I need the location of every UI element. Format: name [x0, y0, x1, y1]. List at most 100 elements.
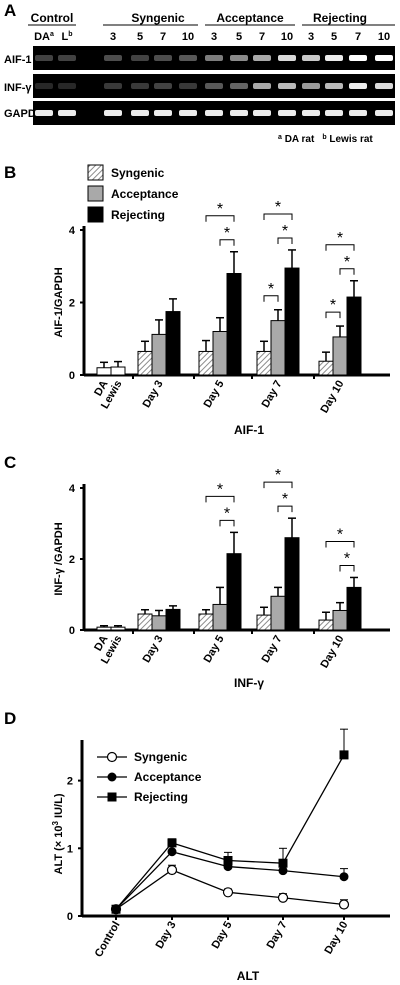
bar-control-da	[96, 626, 112, 631]
gel-band-inf-5	[154, 83, 172, 89]
gel-footnote: a DA rat b Lewis rat	[278, 134, 373, 145]
x-axis-label: ALT	[237, 969, 260, 983]
x-tick-label-day-3: Day 3	[154, 920, 179, 951]
legend-marker-acceptance	[107, 772, 117, 782]
gel-band-gapdh-13	[349, 110, 367, 116]
y-axis-label-part-4: IU/L)	[53, 793, 65, 821]
gel-band-gapdh-4	[131, 110, 149, 116]
gel-row-label-infg: INF-γ	[4, 82, 32, 94]
gel-band-aif-1-1	[35, 55, 53, 61]
lane-label-rejecting-7: 7	[355, 31, 361, 43]
gel-band-inf-3	[104, 83, 122, 89]
bar-acceptance-day-5	[212, 331, 228, 376]
x-tick-label-day-5: Day 5	[202, 379, 227, 410]
bar-rejecting-day-7	[284, 267, 300, 376]
bar-acceptance-day-10	[332, 609, 348, 631]
gel-band-inf-13	[349, 83, 367, 89]
gel-band-aif-1-7	[205, 55, 223, 61]
gel-band-gapdh-7	[205, 110, 223, 116]
gel-row-label-aif1: AIF-1	[4, 54, 32, 66]
legend-label-rejecting: Rejecting	[111, 208, 165, 222]
y-axis-label: AIF-1/GAPDH	[53, 267, 65, 337]
bar-rejecting-day-10	[346, 296, 362, 376]
gel-band-gapdh-3	[104, 110, 122, 116]
y-axis-label-part-0: ALT (	[53, 847, 65, 875]
x-tick-label-day-5: Day 5	[202, 634, 227, 665]
sig-bracket-day-7-0	[277, 237, 293, 244]
bar-rejecting-day-10	[346, 586, 362, 631]
gel-band-aif-1-9	[253, 55, 271, 61]
gel-band-aif-1-13	[349, 55, 367, 61]
gel-bands	[35, 55, 393, 116]
bar-acceptance-day-3	[151, 615, 167, 631]
x-tick-label-day-10: Day 10	[318, 379, 346, 416]
sig-bracket-day-5-0	[219, 519, 235, 527]
point-rejecting-day-10	[339, 750, 349, 760]
x-tick-label-day-7: Day 7	[260, 379, 285, 410]
gel-band-aif-1-3	[104, 55, 122, 61]
legend-label-rejecting: Rejecting	[134, 790, 188, 804]
gel-group-control: Control	[31, 11, 74, 25]
y-axis-label: INF-γ /GAPDH	[53, 522, 65, 595]
bar-syngenic-day-10	[318, 619, 334, 631]
sig-star-day-5-0: *	[224, 225, 230, 242]
gel-group-rejecting: Rejecting	[313, 11, 367, 25]
bar-syngenic-day-5	[198, 350, 214, 376]
sig-star-day-7-0: *	[282, 223, 288, 240]
legend-label-syngenic: Syngenic	[134, 750, 188, 764]
sig-star-day-7-0: *	[282, 491, 288, 508]
x-tick-label-day-10: Day 10	[322, 920, 350, 957]
y-axis-label-part-2: 10	[53, 825, 65, 840]
gel-band-aif-1-5	[154, 55, 172, 61]
gel-band-inf-10	[278, 83, 296, 89]
bar-acceptance-day-10	[332, 336, 348, 376]
bar-acceptance-day-5	[212, 603, 228, 631]
lane-label-rejecting-3: 3	[308, 31, 314, 43]
panel-b-letter: B	[4, 163, 16, 182]
lane-label-acceptance-5: 5	[236, 31, 242, 43]
lane-label-acceptance-10: 10	[281, 31, 293, 43]
bar-rejecting-day-3	[165, 311, 181, 376]
bar-control-da	[96, 367, 112, 376]
lane-label-acceptance-3: 3	[211, 31, 217, 43]
y-tick-label: 0	[67, 911, 73, 923]
point-syngenic-day-10	[338, 899, 350, 910]
y-tick-label: 0	[69, 625, 75, 637]
lane-label-syngenic-5: 5	[137, 31, 143, 43]
legend-swatch-rejecting	[87, 206, 104, 223]
gel-group-acceptance: Acceptance	[216, 11, 284, 25]
y-tick-label: 0	[69, 370, 75, 382]
bar-acceptance-day-7	[270, 595, 286, 631]
gel-band-inf-6	[179, 83, 197, 89]
gel-band-gapdh-2	[58, 110, 76, 116]
panel-d-letter: D	[4, 709, 16, 728]
gel-band-inf-7	[205, 83, 223, 89]
y-tick-label: 4	[69, 225, 76, 237]
legend-swatch-syngenic	[87, 164, 104, 181]
sig-star-day-10-0: *	[344, 550, 350, 567]
gel-band-inf-11	[302, 83, 320, 89]
bar-acceptance-day-7	[270, 320, 286, 376]
gel-band-inf-2	[58, 83, 76, 89]
sig-star-day-7-1: *	[275, 467, 281, 484]
sig-bracket-day-7-1	[263, 295, 279, 302]
lane-label-rejecting-5: 5	[331, 31, 337, 43]
sig-bracket-day-5-1	[205, 495, 235, 503]
point-syngenic-day-5	[222, 887, 234, 898]
legend-swatch-acceptance	[87, 185, 104, 202]
x-axis-label: AIF-1	[234, 423, 264, 437]
sig-star-day-5-1: *	[217, 201, 223, 218]
sig-star-day-5-0: *	[224, 505, 230, 522]
bar-rejecting-day-3	[165, 608, 181, 631]
gel-band-gapdh-11	[302, 110, 320, 116]
sig-bracket-day-7-0	[277, 505, 293, 513]
gel-band-aif-1-10	[278, 55, 296, 61]
gel-band-aif-1-12	[325, 55, 343, 61]
bar-rejecting-day-5	[226, 273, 242, 376]
sig-star-day-10-1: *	[330, 297, 336, 314]
bar-syngenic-day-7	[256, 350, 272, 376]
